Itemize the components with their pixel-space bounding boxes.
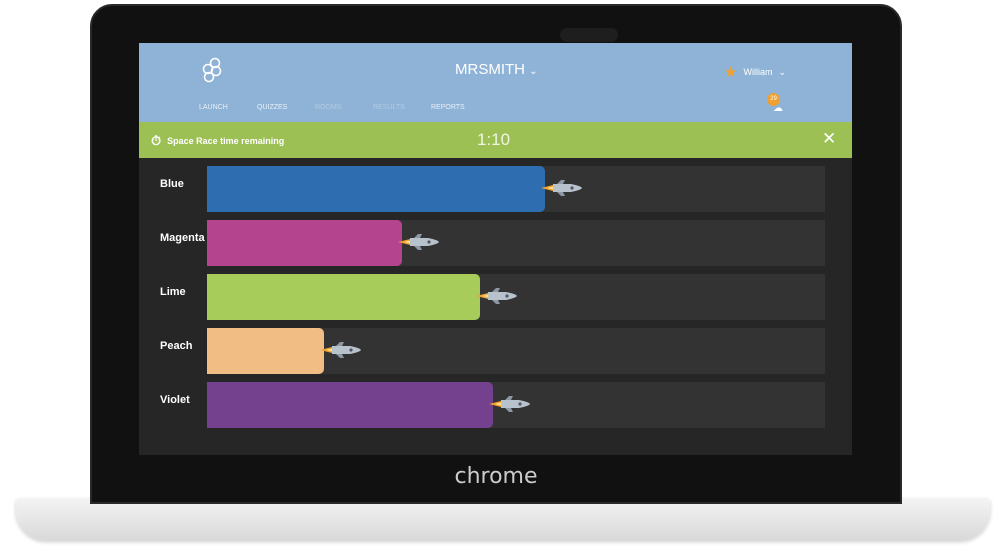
header: MRSMITH ⌄ ★ William ⌄ LAUNCH QUIZZES ROO… <box>139 43 852 122</box>
nav-launch[interactable]: LAUNCH <box>199 104 228 111</box>
team-name: Violet <box>160 394 190 406</box>
class-selector[interactable]: MRSMITH ⌄ <box>455 61 538 78</box>
team-row: Blue <box>139 162 852 216</box>
chevron-down-icon: ⌄ <box>529 66 538 77</box>
students-icon[interactable]: ☁ <box>773 103 783 114</box>
team-row: Violet <box>139 378 852 432</box>
race-track <box>207 382 825 428</box>
team-name: Lime <box>160 286 186 298</box>
close-icon[interactable]: ✕ <box>822 129 837 148</box>
rocket-icon <box>319 342 361 358</box>
time-remaining: 1:10 <box>477 130 511 149</box>
nav-results[interactable]: RESULTS <box>373 104 405 111</box>
team-progress-bar <box>207 166 546 212</box>
team-row: Peach <box>139 324 852 378</box>
camera <box>560 28 618 42</box>
team-name: Peach <box>160 340 193 352</box>
race-track <box>207 166 825 212</box>
stopwatch-icon: ⏱ <box>151 133 162 148</box>
rocket-icon <box>398 234 440 250</box>
team-row: Magenta <box>139 216 852 270</box>
space-race-banner: ⏱ Space Race time remaining 1:10 ✕ <box>139 122 852 158</box>
team-progress-bar <box>207 328 324 374</box>
race-track <box>207 328 825 374</box>
brand-logo: chrome <box>454 464 538 489</box>
team-progress-bar <box>207 274 481 320</box>
team-name: Blue <box>160 178 184 190</box>
notification-badge: 29 <box>767 93 780 106</box>
nav-quizzes[interactable]: QUIZZES <box>257 104 288 111</box>
nav-rooms[interactable]: ROOMS <box>315 104 342 111</box>
team-name: Magenta <box>160 232 205 244</box>
team-progress-bar <box>207 382 494 428</box>
star-icon: ★ <box>724 64 738 81</box>
race-track <box>207 220 825 266</box>
rocket-icon <box>489 396 531 412</box>
screen: MRSMITH ⌄ ★ William ⌄ LAUNCH QUIZZES ROO… <box>139 43 852 455</box>
rocket-icon <box>476 288 518 304</box>
team-progress-bar <box>207 220 403 266</box>
team-row: Lime <box>139 270 852 324</box>
chevron-down-icon: ⌄ <box>778 66 786 77</box>
laptop-base <box>16 498 990 540</box>
rocket-icon <box>541 180 583 196</box>
race-rows: Blue Magenta Lime Peach <box>139 158 852 432</box>
user-menu[interactable]: ★ William ⌄ <box>724 64 786 81</box>
nav-reports[interactable]: REPORTS <box>431 104 465 111</box>
main-nav: LAUNCH QUIZZES ROOMS RESULTS REPORTS <box>199 104 489 111</box>
race-track <box>207 274 825 320</box>
hexagon-logo-icon[interactable] <box>201 57 223 83</box>
